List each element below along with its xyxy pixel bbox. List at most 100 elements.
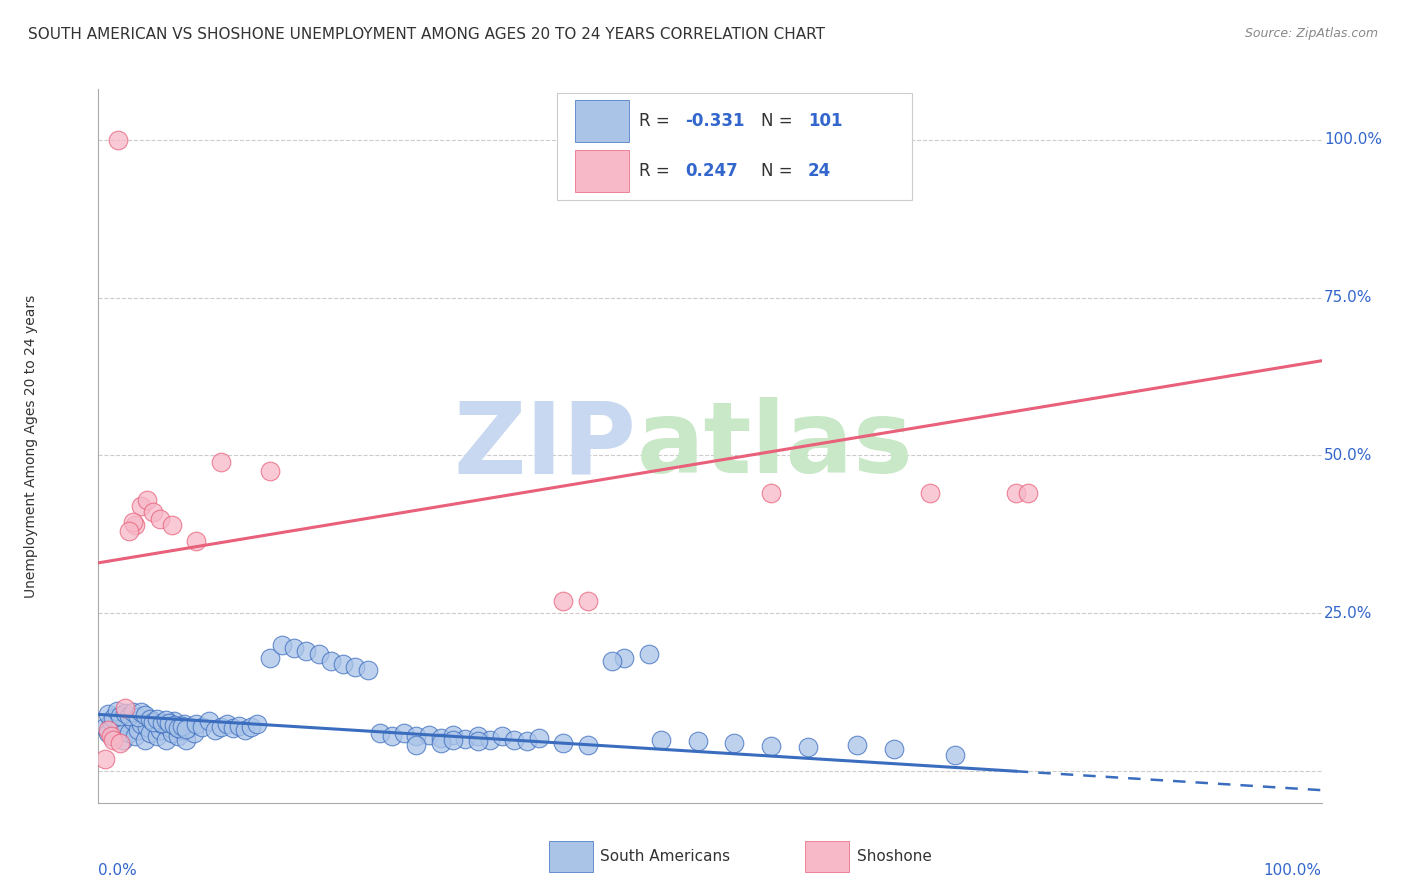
Point xyxy=(920,486,942,500)
Point xyxy=(150,715,173,730)
Point xyxy=(101,730,124,744)
Point xyxy=(93,751,115,765)
Point xyxy=(197,714,219,728)
Point xyxy=(576,738,599,752)
Point xyxy=(186,533,208,548)
Point xyxy=(134,732,156,747)
Point xyxy=(259,650,281,665)
Point xyxy=(797,740,820,755)
Point xyxy=(527,731,550,746)
Point xyxy=(105,704,128,718)
Point xyxy=(209,455,232,469)
Point xyxy=(114,720,136,734)
Point xyxy=(179,720,201,734)
Point xyxy=(121,714,143,728)
Point xyxy=(344,660,367,674)
FancyBboxPatch shape xyxy=(557,93,912,200)
Text: 0.0%: 0.0% xyxy=(98,863,138,879)
Point xyxy=(111,732,134,747)
Point xyxy=(146,730,169,744)
Point xyxy=(157,720,180,734)
Point xyxy=(142,714,165,729)
Point xyxy=(430,731,453,746)
Text: atlas: atlas xyxy=(637,398,914,494)
Text: SOUTH AMERICAN VS SHOSHONE UNEMPLOYMENT AMONG AGES 20 TO 24 YEARS CORRELATION CH: SOUTH AMERICAN VS SHOSHONE UNEMPLOYMENT … xyxy=(28,27,825,42)
Point xyxy=(186,717,208,731)
Point xyxy=(176,732,198,747)
Text: N =: N = xyxy=(762,162,799,180)
Point xyxy=(142,714,165,728)
Point xyxy=(761,739,783,753)
Point xyxy=(124,730,146,744)
Point xyxy=(167,721,190,735)
Point xyxy=(176,722,198,736)
FancyBboxPatch shape xyxy=(575,100,630,143)
Point xyxy=(97,707,120,722)
Text: R =: R = xyxy=(640,112,675,130)
FancyBboxPatch shape xyxy=(548,840,592,872)
Point xyxy=(845,738,868,752)
Point xyxy=(381,730,404,744)
Point xyxy=(270,638,294,652)
Point xyxy=(308,648,330,662)
Text: ZIP: ZIP xyxy=(454,398,637,494)
Point xyxy=(1004,486,1026,500)
Point xyxy=(139,726,162,740)
Point xyxy=(110,717,132,731)
Point xyxy=(136,720,159,734)
Point xyxy=(167,730,190,744)
Point xyxy=(405,730,427,744)
Point xyxy=(155,713,177,727)
Point xyxy=(259,464,281,478)
Text: N =: N = xyxy=(762,112,799,130)
Point xyxy=(129,717,152,731)
Point xyxy=(124,517,146,532)
Point xyxy=(491,730,513,744)
Point xyxy=(553,736,575,750)
Point xyxy=(240,720,263,734)
Point xyxy=(1017,486,1039,500)
Text: Source: ZipAtlas.com: Source: ZipAtlas.com xyxy=(1244,27,1378,40)
Text: 50.0%: 50.0% xyxy=(1324,448,1372,463)
Point xyxy=(121,515,143,529)
Point xyxy=(467,734,489,748)
Point xyxy=(127,710,149,724)
Point xyxy=(600,654,623,668)
Point xyxy=(332,657,354,671)
Point xyxy=(155,732,177,747)
Point xyxy=(503,732,526,747)
Point xyxy=(295,644,318,658)
Point xyxy=(129,499,152,513)
Point xyxy=(107,133,129,147)
Point xyxy=(101,732,124,747)
Point xyxy=(441,728,464,742)
Point xyxy=(204,723,226,738)
Point xyxy=(118,524,141,539)
Point xyxy=(478,732,501,747)
Point xyxy=(356,663,378,677)
Point xyxy=(515,734,537,748)
Point xyxy=(93,720,115,734)
Point xyxy=(233,723,256,738)
Point xyxy=(209,720,232,734)
Point xyxy=(163,718,186,732)
Point xyxy=(170,719,193,733)
Point xyxy=(183,726,205,740)
Point xyxy=(101,710,124,724)
Point xyxy=(418,728,440,742)
Point xyxy=(650,732,672,747)
Text: Unemployment Among Ages 20 to 24 years: Unemployment Among Ages 20 to 24 years xyxy=(24,294,38,598)
Point xyxy=(160,517,183,532)
Point xyxy=(139,712,162,726)
Point xyxy=(121,706,143,720)
Point xyxy=(97,723,120,738)
Point xyxy=(134,708,156,723)
Point xyxy=(943,748,966,763)
Point xyxy=(723,736,745,750)
Point xyxy=(114,706,136,720)
Point xyxy=(576,593,599,607)
Point xyxy=(170,723,193,738)
Text: -0.331: -0.331 xyxy=(686,112,745,130)
Point xyxy=(150,717,173,731)
Point xyxy=(127,723,149,738)
